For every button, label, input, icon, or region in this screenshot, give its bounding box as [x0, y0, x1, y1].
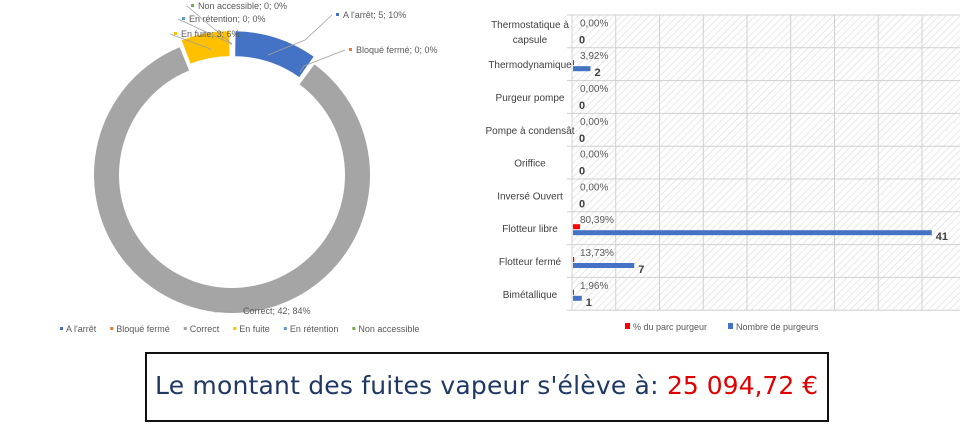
category-label: Bimétallique [503, 290, 558, 301]
legend-item: A l'arrêt [66, 324, 97, 334]
bar-percent [573, 289, 574, 295]
donut-chart: A l'arrêt; 5; 10% Bloqué fermé; 0; 0% Corr… [60, 1, 438, 334]
data-label-count: 41 [936, 231, 948, 243]
data-label-percent: 0,00% [580, 117, 608, 128]
legend-marker [183, 327, 187, 330]
data-label-count: 2 [595, 67, 601, 79]
data-label-percent: 0,00% [580, 182, 608, 193]
data-label-count: 0 [579, 100, 585, 112]
bar-percent [573, 60, 574, 66]
leak-amount-box: Le montant des fuites vapeur s'élève à: … [145, 352, 829, 422]
data-label-marker [182, 17, 185, 20]
data-label-count: 0 [579, 198, 585, 210]
data-label-percent: 0,00% [580, 150, 608, 161]
leader-line [267, 14, 333, 56]
bar-count [573, 66, 591, 72]
data-label-percent: 0,00% [580, 18, 608, 29]
data-label-marker [174, 32, 177, 35]
legend-marker [233, 327, 237, 330]
data-label-count: 0 [579, 34, 585, 46]
category-label: Inversé Ouvert [497, 191, 563, 202]
legend-marker [352, 327, 356, 330]
legend-marker [60, 327, 63, 330]
category-label: capsule [513, 35, 548, 46]
category-label: Flotteur libre [502, 224, 558, 235]
data-label: Non accessible; 0; 0% [198, 1, 287, 11]
legend-marker [625, 323, 630, 329]
data-label: Bloqué fermé; 0; 0% [356, 45, 438, 55]
donut-slice [235, 31, 314, 78]
legend-marker [728, 323, 733, 329]
data-label-marker [349, 48, 352, 51]
data-label-count: 0 [579, 166, 585, 178]
data-label: A l'arrêt; 5; 10% [343, 10, 406, 20]
legend-item: En fuite [239, 324, 270, 334]
data-label: Correct; 42; 84% [243, 306, 311, 316]
data-label-marker [236, 309, 239, 312]
bar-chart: Thermostatique à capsule 0,00% 0 Thermodynam… [486, 14, 960, 332]
legend-marker [283, 327, 287, 330]
bar-count [573, 295, 582, 301]
leader-line [299, 49, 346, 73]
leader-line [186, 5, 233, 45]
category-label: Oriffice [514, 159, 546, 170]
bar-percent [573, 224, 581, 230]
data-label-percent: 3,92% [580, 51, 608, 62]
category-label: Pompe à condensât [486, 126, 575, 137]
bar-count [573, 263, 635, 268]
leader-line [169, 33, 212, 51]
legend-item: En rétention [290, 324, 339, 334]
leak-amount-value: 25 094,72 € [667, 371, 819, 400]
data-label-marker [191, 4, 194, 7]
data-label-count: 0 [579, 133, 585, 145]
category-label: Flotteur fermé [499, 257, 562, 268]
category-label: Thermodynamique [488, 60, 572, 71]
category-label: Purgeur pompe [496, 93, 565, 104]
legend-item: % du parc purgeur [633, 322, 707, 332]
data-label-percent: 80,39% [580, 215, 614, 226]
bar-percent [573, 257, 575, 262]
legend-marker [110, 327, 114, 330]
data-label: En rétention; 0; 0% [189, 14, 266, 24]
plot-area [572, 15, 960, 311]
data-label-percent: 0,00% [580, 84, 608, 95]
category-label: Thermostatique à [491, 20, 569, 31]
legend-item: Non accessible [358, 324, 419, 334]
legend-item: Correct [190, 324, 220, 334]
data-label-count: 1 [586, 297, 592, 309]
data-label-percent: 1,96% [580, 281, 608, 292]
bar-count [573, 230, 932, 236]
data-label-percent: 13,73% [580, 248, 614, 259]
data-label-marker [336, 13, 339, 16]
legend-item: Nombre de purgeurs [736, 322, 819, 332]
leak-amount-label: Le montant des fuites vapeur s'élève à: [155, 371, 659, 400]
leader-line [204, 304, 233, 313]
data-label-count: 7 [638, 264, 644, 276]
legend-item: Bloqué fermé [116, 324, 170, 334]
